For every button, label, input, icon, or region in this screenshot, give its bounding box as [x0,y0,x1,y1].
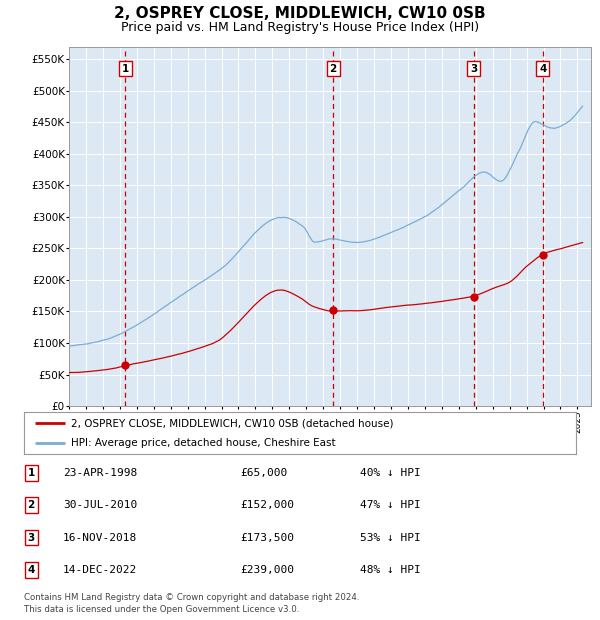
Text: 1: 1 [121,64,129,74]
Text: 30-JUL-2010: 30-JUL-2010 [63,500,137,510]
Text: 14-DEC-2022: 14-DEC-2022 [63,565,137,575]
Text: 47% ↓ HPI: 47% ↓ HPI [360,500,421,510]
Text: £152,000: £152,000 [240,500,294,510]
Text: 3: 3 [28,533,35,542]
Text: HPI: Average price, detached house, Cheshire East: HPI: Average price, detached house, Ches… [71,438,335,448]
Text: £239,000: £239,000 [240,565,294,575]
Text: 3: 3 [470,64,478,74]
Text: Price paid vs. HM Land Registry's House Price Index (HPI): Price paid vs. HM Land Registry's House … [121,21,479,34]
Text: 23-APR-1998: 23-APR-1998 [63,468,137,478]
Text: 4: 4 [28,565,35,575]
Text: £65,000: £65,000 [240,468,287,478]
Text: Contains HM Land Registry data © Crown copyright and database right 2024.
This d: Contains HM Land Registry data © Crown c… [24,593,359,614]
Text: 16-NOV-2018: 16-NOV-2018 [63,533,137,542]
Text: 53% ↓ HPI: 53% ↓ HPI [360,533,421,542]
Text: 48% ↓ HPI: 48% ↓ HPI [360,565,421,575]
Text: 2, OSPREY CLOSE, MIDDLEWICH, CW10 0SB: 2, OSPREY CLOSE, MIDDLEWICH, CW10 0SB [114,6,486,21]
Text: 2, OSPREY CLOSE, MIDDLEWICH, CW10 0SB (detached house): 2, OSPREY CLOSE, MIDDLEWICH, CW10 0SB (d… [71,418,394,428]
Text: 40% ↓ HPI: 40% ↓ HPI [360,468,421,478]
Text: 1: 1 [28,468,35,478]
Text: £173,500: £173,500 [240,533,294,542]
Text: 2: 2 [28,500,35,510]
Text: 4: 4 [539,64,547,74]
Text: 2: 2 [329,64,337,74]
